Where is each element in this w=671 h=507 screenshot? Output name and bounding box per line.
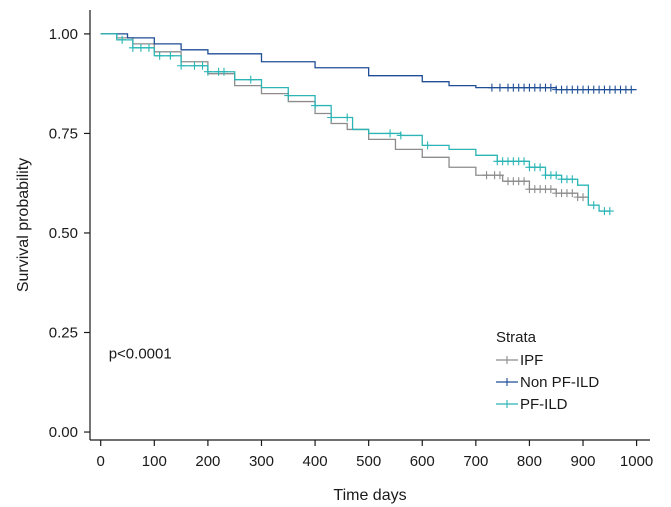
censor-mark [423, 141, 432, 150]
legend-title: Strata [496, 329, 537, 346]
series-non-pf-ild [100, 33, 637, 94]
censor-mark [579, 193, 588, 202]
censor-mark [568, 175, 577, 184]
censor-mark [396, 131, 405, 140]
legend-label-non-pf-ild: Non PF-ILD [520, 374, 599, 391]
x-tick-label: 400 [303, 453, 328, 470]
series-pf-ild [100, 33, 614, 216]
legend-censor-mark [503, 356, 511, 364]
censor-mark [246, 75, 255, 84]
y-ticks: 0.00 0.25 0.50 0.75 1.00 [49, 26, 90, 441]
censor-mark [203, 67, 212, 76]
censor-mark [136, 43, 145, 52]
legend-censor-mark [503, 400, 511, 408]
censor-mark [495, 83, 504, 92]
plot-lines [100, 33, 637, 216]
x-tick-label: 900 [570, 453, 595, 470]
x-tick-label: 700 [463, 453, 488, 470]
x-tick-label: 1000 [620, 453, 653, 470]
censor-mark [495, 171, 504, 180]
x-axis-title: Time days [333, 487, 406, 504]
y-tick-label: 0.50 [49, 225, 78, 242]
x-ticks: 0 100 200 300 400 500 600 700 800 900 1000 [97, 440, 653, 470]
series-ipf [100, 33, 590, 206]
censor-mark [198, 61, 207, 70]
x-tick-label: 300 [249, 453, 274, 470]
censor-mark [219, 67, 228, 76]
y-tick-label: 0.00 [49, 424, 78, 441]
axes: 0 100 200 300 400 500 600 700 800 900 1000 0.00 0.2… [49, 10, 653, 470]
censor-mark [627, 85, 636, 94]
censor-mark [166, 51, 175, 60]
p-value-annotation: p<0.0001 [109, 346, 172, 363]
x-tick-label: 500 [356, 453, 381, 470]
censor-mark [177, 61, 186, 70]
censor-mark [552, 171, 561, 180]
censor-mark [155, 51, 164, 60]
censor-mark [118, 35, 127, 44]
legend: Strata IPF Non PF-ILD PF-ILD [496, 329, 599, 413]
survival-curve-pf-ild [100, 33, 610, 212]
y-tick-label: 1.00 [49, 26, 78, 43]
censor-mark [568, 189, 577, 198]
censor-mark [589, 201, 598, 210]
x-tick-label: 800 [517, 453, 542, 470]
censor-mark [311, 101, 320, 110]
censor-mark [190, 61, 199, 70]
censor-mark [546, 185, 555, 194]
censor-mark [144, 43, 153, 52]
censor-mark [487, 83, 496, 92]
censor-mark [343, 113, 352, 122]
y-axis-title: Survival probability [15, 158, 32, 292]
censor-mark [546, 83, 555, 92]
legend-label-pf-ild: PF-ILD [520, 396, 568, 413]
survival-curve-ipf [100, 33, 590, 206]
y-tick-label: 0.75 [49, 125, 78, 142]
censor-mark [536, 163, 545, 172]
censor-mark [605, 207, 614, 216]
legend-label-ipf: IPF [520, 352, 543, 369]
censor-mark [482, 171, 491, 180]
censor-mark [386, 129, 395, 138]
legend-censor-mark [503, 378, 511, 386]
x-tick-label: 100 [142, 453, 167, 470]
x-tick-label: 600 [410, 453, 435, 470]
x-tick-label: 200 [195, 453, 220, 470]
censor-mark [284, 91, 293, 100]
censor-mark [520, 157, 529, 166]
censor-mark [128, 43, 137, 52]
y-tick-label: 0.25 [49, 325, 78, 342]
censor-mark [327, 113, 336, 122]
censor-mark [520, 177, 529, 186]
x-tick-label: 0 [97, 453, 105, 470]
